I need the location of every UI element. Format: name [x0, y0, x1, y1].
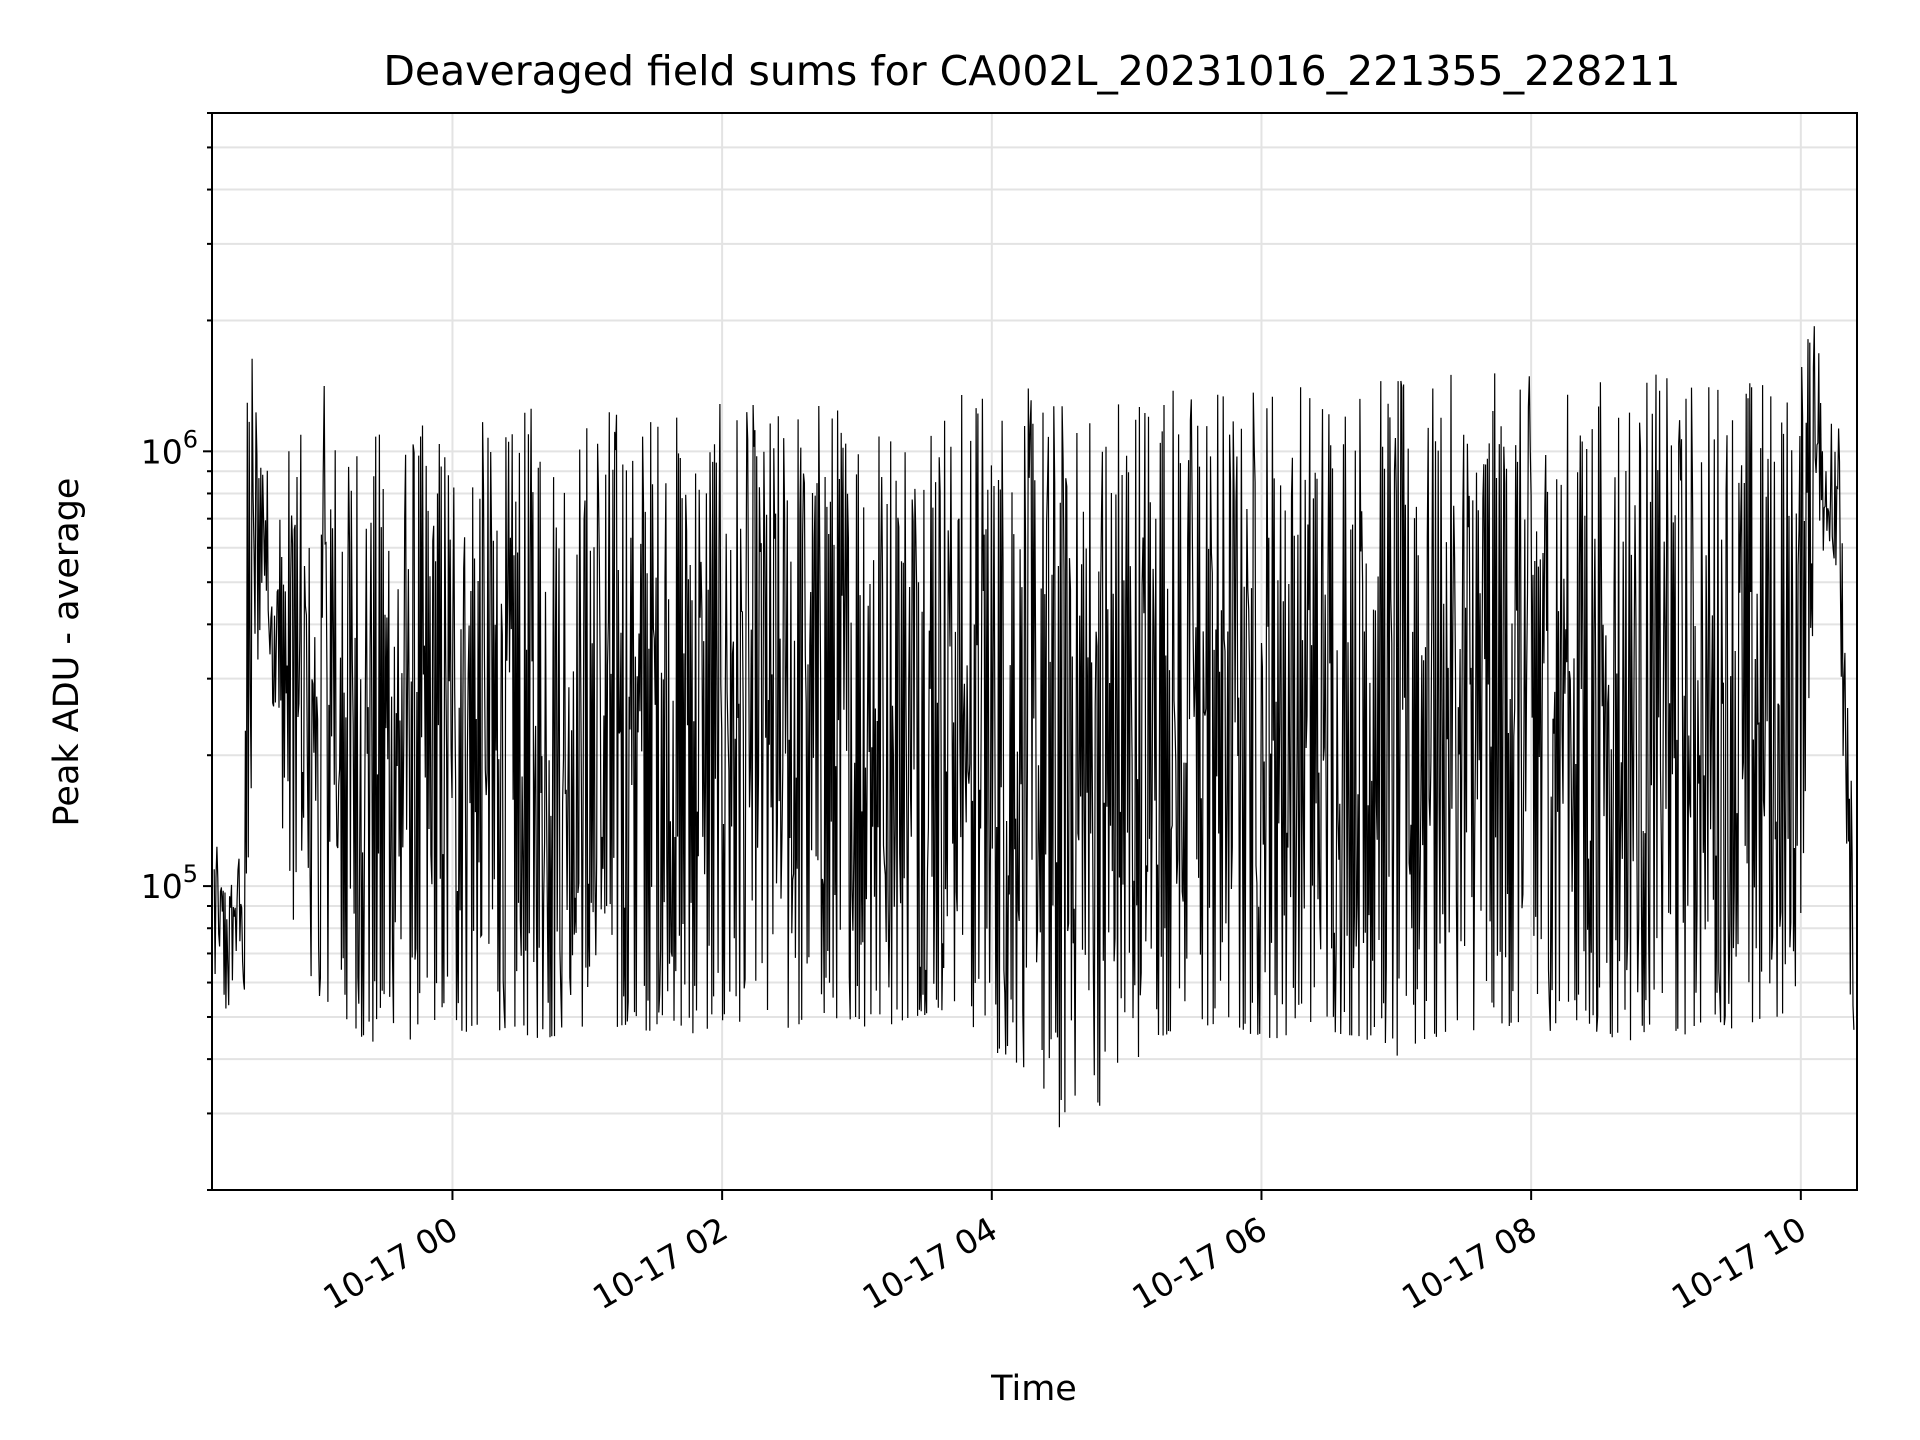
x-tick-label: 10-17 00 [316, 1209, 464, 1317]
series [213, 326, 1855, 1128]
y-tick-base: 10 [141, 867, 183, 906]
chart-title: Deaveraged field sums for CA002L_2023101… [383, 47, 1680, 95]
y-tick-exponent: 5 [183, 860, 198, 888]
series-line [213, 326, 1855, 1128]
y-tick-label: 106 [141, 425, 198, 471]
y-tick-base: 10 [141, 432, 183, 471]
x-tick-label: 10-17 02 [586, 1209, 734, 1317]
x-tick-label: 10-17 08 [1395, 1209, 1543, 1317]
plot-frame [211, 112, 1858, 1191]
y-axis-label: Peak ADU - average [47, 478, 87, 827]
x-tick-label: 10-17 04 [856, 1209, 1004, 1317]
y-tick-exponent: 6 [183, 425, 198, 453]
x-axis-label: Time [990, 1369, 1077, 1409]
x-tick-label: 10-17 06 [1125, 1209, 1273, 1317]
x-tick-label: 10-17 10 [1665, 1209, 1813, 1317]
y-tick-label: 105 [141, 860, 198, 906]
